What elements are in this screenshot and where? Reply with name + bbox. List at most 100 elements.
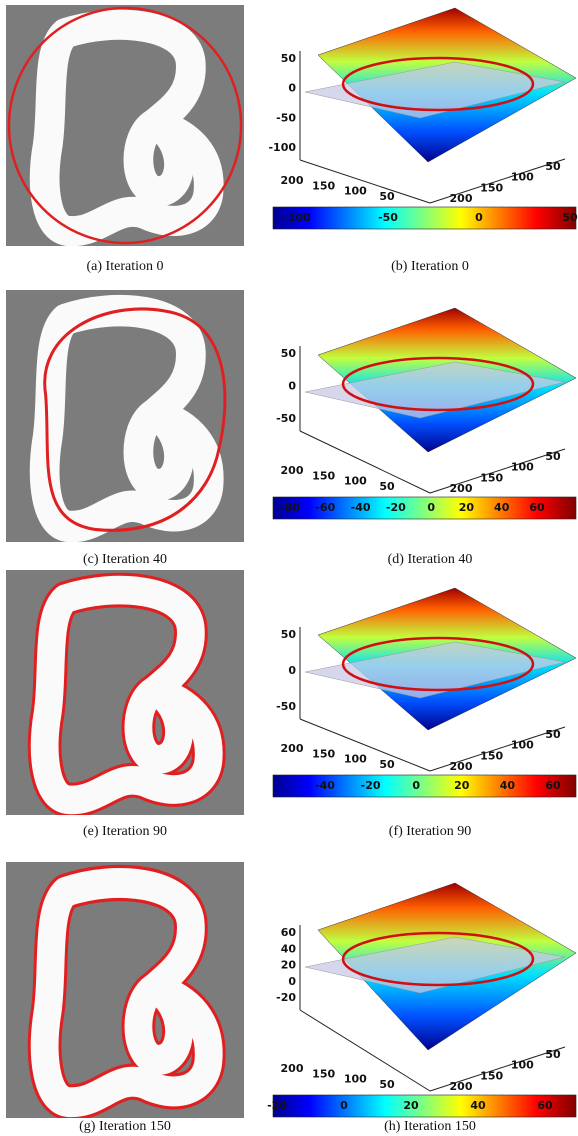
colorbar-tick-label: -40 — [315, 779, 335, 792]
zero-plane — [304, 641, 566, 699]
y-tick-label: 200 — [450, 1080, 473, 1093]
shape — [30, 868, 223, 1117]
axis — [299, 1009, 431, 1092]
caption: (a) Iteration 0 — [87, 259, 164, 274]
colorbar-tick-label: 60 — [545, 779, 561, 792]
colorbar-tick-label: 40 — [494, 501, 510, 514]
axis — [429, 158, 566, 204]
colorbar — [272, 1094, 577, 1118]
x-tick-label: 200 — [281, 464, 304, 477]
shape — [123, 400, 194, 501]
colorbar-tick-label: 20 — [459, 501, 475, 514]
z-tick-label: 20 — [281, 959, 297, 972]
z-tick-label: -50 — [276, 111, 296, 124]
x-tick-label: 100 — [344, 185, 367, 198]
z-tick-label: 0 — [288, 664, 296, 677]
colorbar-tick-label: -50 — [378, 211, 398, 224]
axis — [429, 726, 566, 772]
y-tick-label: 150 — [480, 181, 503, 194]
colorbar-tick-label: 40 — [500, 779, 516, 792]
shape — [124, 974, 193, 1075]
caption: (b) Iteration 0 — [391, 259, 469, 274]
colorbar-tick-label: 60 — [537, 1099, 553, 1112]
caption: (d) Iteration 40 — [388, 552, 473, 567]
z-tick-label: 50 — [281, 628, 297, 641]
zero-plane — [304, 361, 566, 419]
x-tick-label: 200 — [281, 1062, 304, 1075]
x-tick-label: 200 — [281, 174, 304, 187]
axis — [429, 1046, 566, 1092]
colorbar-tick-label: 0 — [340, 1099, 348, 1112]
image-panel — [6, 5, 244, 246]
x-tick-label: 150 — [312, 179, 335, 192]
x-tick-label: 100 — [344, 1073, 367, 1086]
z-tick-label: -100 — [268, 141, 296, 154]
shape — [123, 110, 194, 207]
colorbar-tick-label: 20 — [454, 779, 470, 792]
y-tick-label: 200 — [450, 482, 473, 495]
x-tick-label: 50 — [379, 1078, 395, 1091]
z-tick-label: 0 — [288, 82, 296, 95]
caption: (h) Iteration 150 — [384, 1119, 476, 1134]
axis — [429, 448, 566, 494]
level-set — [341, 356, 535, 412]
x-tick-label: 150 — [312, 1067, 335, 1080]
contour — [7, 6, 243, 245]
z-tick-label: 50 — [281, 347, 297, 360]
z-tick-label: -50 — [276, 700, 296, 713]
colorbar-tick-label: -40 — [351, 501, 371, 514]
colorbar-tick-label: 40 — [470, 1099, 486, 1112]
y-tick-label: 100 — [511, 739, 534, 752]
colorbar-tick-label: -80 — [280, 501, 300, 514]
zero-plane — [304, 61, 566, 119]
colorbar-tick-label: 0 — [427, 501, 435, 514]
caption: (c) Iteration 40 — [83, 552, 167, 567]
colorbar-tick-label: -60 — [315, 501, 335, 514]
y-tick-label: 150 — [480, 1069, 503, 1082]
colorbar-tick-label: -20 — [267, 1099, 287, 1112]
colorbar — [272, 206, 577, 230]
colorbar-tick-label: 20 — [403, 1099, 419, 1112]
z-tick-label: -50 — [276, 412, 296, 425]
y-tick-label: 50 — [545, 728, 561, 741]
y-tick-label: 100 — [511, 171, 534, 184]
image-panel — [6, 570, 244, 815]
colorbar — [272, 496, 577, 520]
colorbar-tick-label: 0 — [412, 779, 420, 792]
z-tick-label: -20 — [276, 991, 296, 1004]
colorbar-tick-label: -20 — [386, 501, 406, 514]
image-panel — [6, 862, 244, 1118]
y-tick-label: 50 — [545, 450, 561, 463]
colorbar-tick-label: 60 — [529, 501, 545, 514]
y-tick-label: 150 — [480, 749, 503, 762]
axis — [299, 159, 431, 204]
colorbar — [272, 774, 577, 798]
caption: (g) Iteration 150 — [79, 1119, 171, 1134]
x-tick-label: 50 — [379, 190, 395, 203]
x-tick-label: 50 — [379, 758, 395, 771]
y-tick-label: 50 — [545, 1048, 561, 1061]
level-set — [341, 931, 535, 987]
axis — [299, 430, 431, 494]
colorbar-tick-label: 50 — [562, 211, 578, 224]
zero-plane — [304, 936, 566, 994]
y-tick-label: 50 — [545, 160, 561, 173]
axis — [299, 718, 431, 772]
x-tick-label: 150 — [312, 469, 335, 482]
caption: (f) Iteration 90 — [389, 824, 471, 839]
y-tick-label: 150 — [480, 471, 503, 484]
level-set — [341, 56, 535, 112]
shape — [30, 575, 223, 814]
z-tick-label: 60 — [281, 926, 297, 939]
x-tick-label: 200 — [281, 742, 304, 755]
x-tick-label: 100 — [344, 753, 367, 766]
colorbar-tick-label: -100 — [283, 211, 311, 224]
x-tick-label: 150 — [312, 747, 335, 760]
x-tick-label: 100 — [344, 475, 367, 488]
caption: (e) Iteration 90 — [83, 824, 167, 839]
image-panel — [6, 290, 244, 542]
shape — [29, 9, 224, 246]
y-tick-label: 200 — [450, 760, 473, 773]
z-tick-label: 0 — [288, 380, 296, 393]
z-tick-label: 0 — [288, 975, 296, 988]
